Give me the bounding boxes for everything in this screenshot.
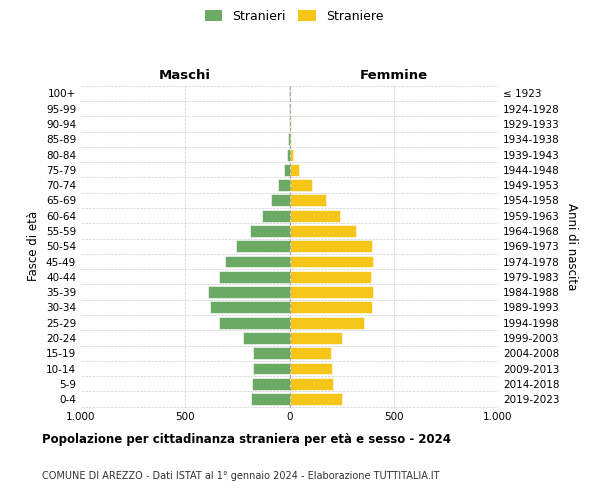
Bar bbox=[290, 378, 333, 390]
Bar bbox=[290, 271, 371, 283]
Bar bbox=[242, 332, 290, 344]
Bar bbox=[253, 348, 290, 359]
Bar bbox=[251, 393, 290, 405]
Bar bbox=[253, 362, 290, 374]
Bar bbox=[290, 316, 364, 328]
Bar bbox=[290, 148, 293, 160]
Bar bbox=[252, 378, 290, 390]
Bar bbox=[218, 271, 290, 283]
Bar bbox=[290, 210, 340, 222]
Bar bbox=[290, 225, 356, 237]
Bar bbox=[278, 179, 290, 191]
Text: COMUNE DI AREZZO - Dati ISTAT al 1° gennaio 2024 - Elaborazione TUTTITALIA.IT: COMUNE DI AREZZO - Dati ISTAT al 1° genn… bbox=[42, 471, 439, 481]
Bar bbox=[210, 302, 290, 314]
Text: Femmine: Femmine bbox=[359, 70, 428, 82]
Bar bbox=[290, 302, 372, 314]
Bar bbox=[287, 148, 290, 160]
Bar bbox=[290, 240, 372, 252]
Text: Popolazione per cittadinanza straniera per età e sesso - 2024: Popolazione per cittadinanza straniera p… bbox=[42, 432, 451, 446]
Bar bbox=[225, 256, 290, 268]
Bar bbox=[250, 225, 290, 237]
Bar bbox=[290, 256, 373, 268]
Bar bbox=[290, 348, 331, 359]
Bar bbox=[284, 164, 290, 176]
Bar bbox=[290, 134, 291, 145]
Legend: Stranieri, Straniere: Stranieri, Straniere bbox=[201, 6, 387, 26]
Bar bbox=[218, 316, 290, 328]
Bar bbox=[262, 210, 290, 222]
Bar bbox=[290, 194, 326, 206]
Bar bbox=[290, 393, 341, 405]
Bar bbox=[289, 134, 290, 145]
Bar bbox=[290, 286, 373, 298]
Bar bbox=[290, 362, 332, 374]
Bar bbox=[290, 164, 299, 176]
Bar bbox=[208, 286, 290, 298]
Text: Maschi: Maschi bbox=[159, 70, 211, 82]
Bar bbox=[290, 179, 313, 191]
Bar bbox=[290, 332, 341, 344]
Bar bbox=[289, 118, 290, 130]
Bar bbox=[271, 194, 290, 206]
Y-axis label: Anni di nascita: Anni di nascita bbox=[565, 202, 578, 290]
Bar bbox=[236, 240, 290, 252]
Y-axis label: Fasce di età: Fasce di età bbox=[28, 211, 40, 282]
